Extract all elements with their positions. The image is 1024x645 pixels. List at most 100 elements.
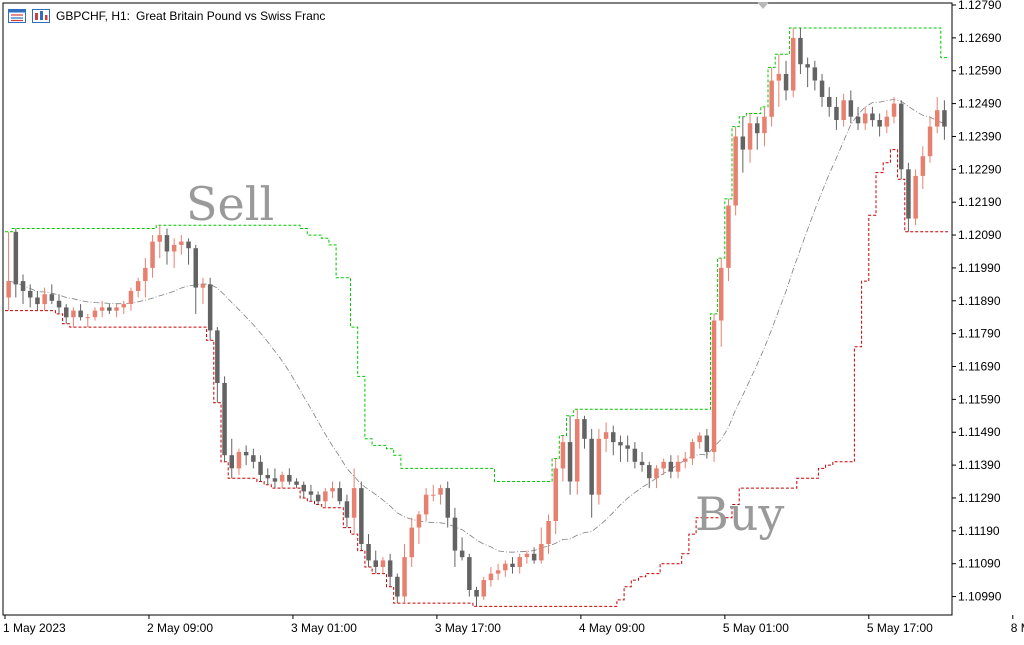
candle-body — [603, 432, 609, 439]
candle-body — [546, 521, 551, 544]
candle-body — [229, 455, 234, 469]
buy-label: Buy — [695, 487, 784, 541]
candle-body — [654, 468, 659, 479]
candle-body — [135, 281, 141, 291]
candle-body — [906, 169, 911, 219]
candle-body — [423, 494, 429, 515]
candle-body — [445, 488, 450, 518]
candle-body — [870, 113, 875, 121]
candle-body — [827, 97, 832, 107]
price-tick-label: 1.11090 — [958, 557, 1001, 571]
candle-body — [618, 442, 623, 446]
candle-body — [560, 442, 566, 469]
candle-body — [510, 563, 515, 567]
candle-body — [99, 307, 105, 311]
candle-body — [467, 557, 472, 590]
candle-body — [719, 267, 724, 321]
candle-body — [150, 241, 155, 268]
candle-body — [776, 74, 782, 81]
candle-body — [755, 123, 760, 134]
price-tick-label: 1.12390 — [958, 129, 1002, 143]
candle-body — [265, 475, 270, 479]
price-tick-label: 1.12690 — [958, 31, 1002, 45]
candle-body — [567, 442, 573, 482]
candle-body — [517, 557, 522, 567]
candle-body — [459, 550, 465, 558]
candle-body — [157, 235, 162, 242]
candle-body — [798, 37, 803, 65]
candle-body — [762, 116, 767, 134]
candle-body — [791, 37, 796, 91]
candle-body — [78, 310, 83, 318]
candle-body — [409, 527, 414, 558]
candle-body — [200, 284, 206, 288]
candle-body — [935, 110, 940, 127]
candle-body — [524, 553, 530, 558]
candle-body — [474, 590, 479, 597]
candle-body — [452, 517, 458, 551]
window-list-icon[interactable] — [8, 9, 26, 23]
candle-body — [539, 544, 544, 561]
candle-body — [661, 461, 666, 469]
candle-body — [575, 419, 580, 482]
candle-body — [704, 435, 710, 452]
candle-body — [35, 297, 40, 305]
candle-body — [13, 231, 19, 285]
candle-body — [143, 267, 148, 281]
price-tick-label: 1.12190 — [958, 195, 1002, 209]
candle-body — [639, 461, 645, 466]
symbol-timeframe: GBPCHF, H1: — [56, 9, 131, 23]
channel-bands — [5, 27, 948, 607]
plot-frame — [2, 2, 953, 616]
candle-body — [315, 494, 321, 502]
time-tick-label: 3 May 01:00 — [291, 621, 357, 635]
candle-body — [171, 244, 177, 252]
candle-body — [179, 241, 184, 245]
candle-body — [431, 494, 436, 496]
price-tick-label: 1.11590 — [958, 392, 1001, 406]
candles-group — [6, 28, 947, 607]
candle-body — [812, 67, 818, 81]
candle-body — [164, 235, 170, 252]
candle-body — [611, 432, 616, 443]
candle-body — [899, 103, 904, 170]
price-tick-label: 1.10990 — [958, 590, 1002, 604]
price-tick-label: 1.12290 — [958, 162, 1002, 176]
price-tick-label: 1.12090 — [958, 228, 1002, 242]
candle-body — [625, 445, 630, 449]
candle-body — [891, 103, 897, 117]
candle-body — [92, 310, 98, 318]
candle-body — [114, 307, 119, 311]
candle-body — [582, 419, 587, 439]
time-tick-label: 4 May 09:00 — [579, 621, 645, 635]
candle-body — [222, 382, 227, 456]
price-tick-label: 1.11190 — [958, 524, 1000, 538]
candle-body — [855, 116, 861, 124]
candle-body — [287, 475, 292, 482]
candle-body — [193, 248, 198, 288]
candle-body — [186, 241, 191, 249]
candle-body — [481, 580, 486, 597]
candle-body — [711, 320, 717, 452]
candle-body — [647, 465, 652, 479]
time-tick-label: 2 May 09:00 — [147, 621, 213, 635]
candle-body — [733, 136, 738, 206]
candle-body — [863, 113, 868, 124]
candle-body — [272, 478, 278, 482]
candle-body — [28, 290, 33, 298]
symbol-description: Great Britain Pound vs Swiss Franc — [136, 9, 326, 23]
price-tick-label: 1.11890 — [958, 294, 1001, 308]
shift-marker-icon[interactable] — [757, 2, 769, 9]
candle-body — [71, 310, 76, 318]
chart-type-icon[interactable] — [32, 9, 50, 23]
price-tick-label: 1.11290 — [958, 491, 1001, 505]
candle-body — [740, 136, 746, 150]
candle-body — [668, 461, 674, 472]
candle-body — [589, 438, 594, 495]
time-tick-label: 5 May 17:00 — [867, 621, 933, 635]
candle-body — [330, 488, 335, 492]
candle-body — [128, 290, 134, 304]
time-tick-label: 5 May 01:00 — [723, 621, 789, 635]
price-tick-label: 1.11790 — [958, 327, 1001, 341]
